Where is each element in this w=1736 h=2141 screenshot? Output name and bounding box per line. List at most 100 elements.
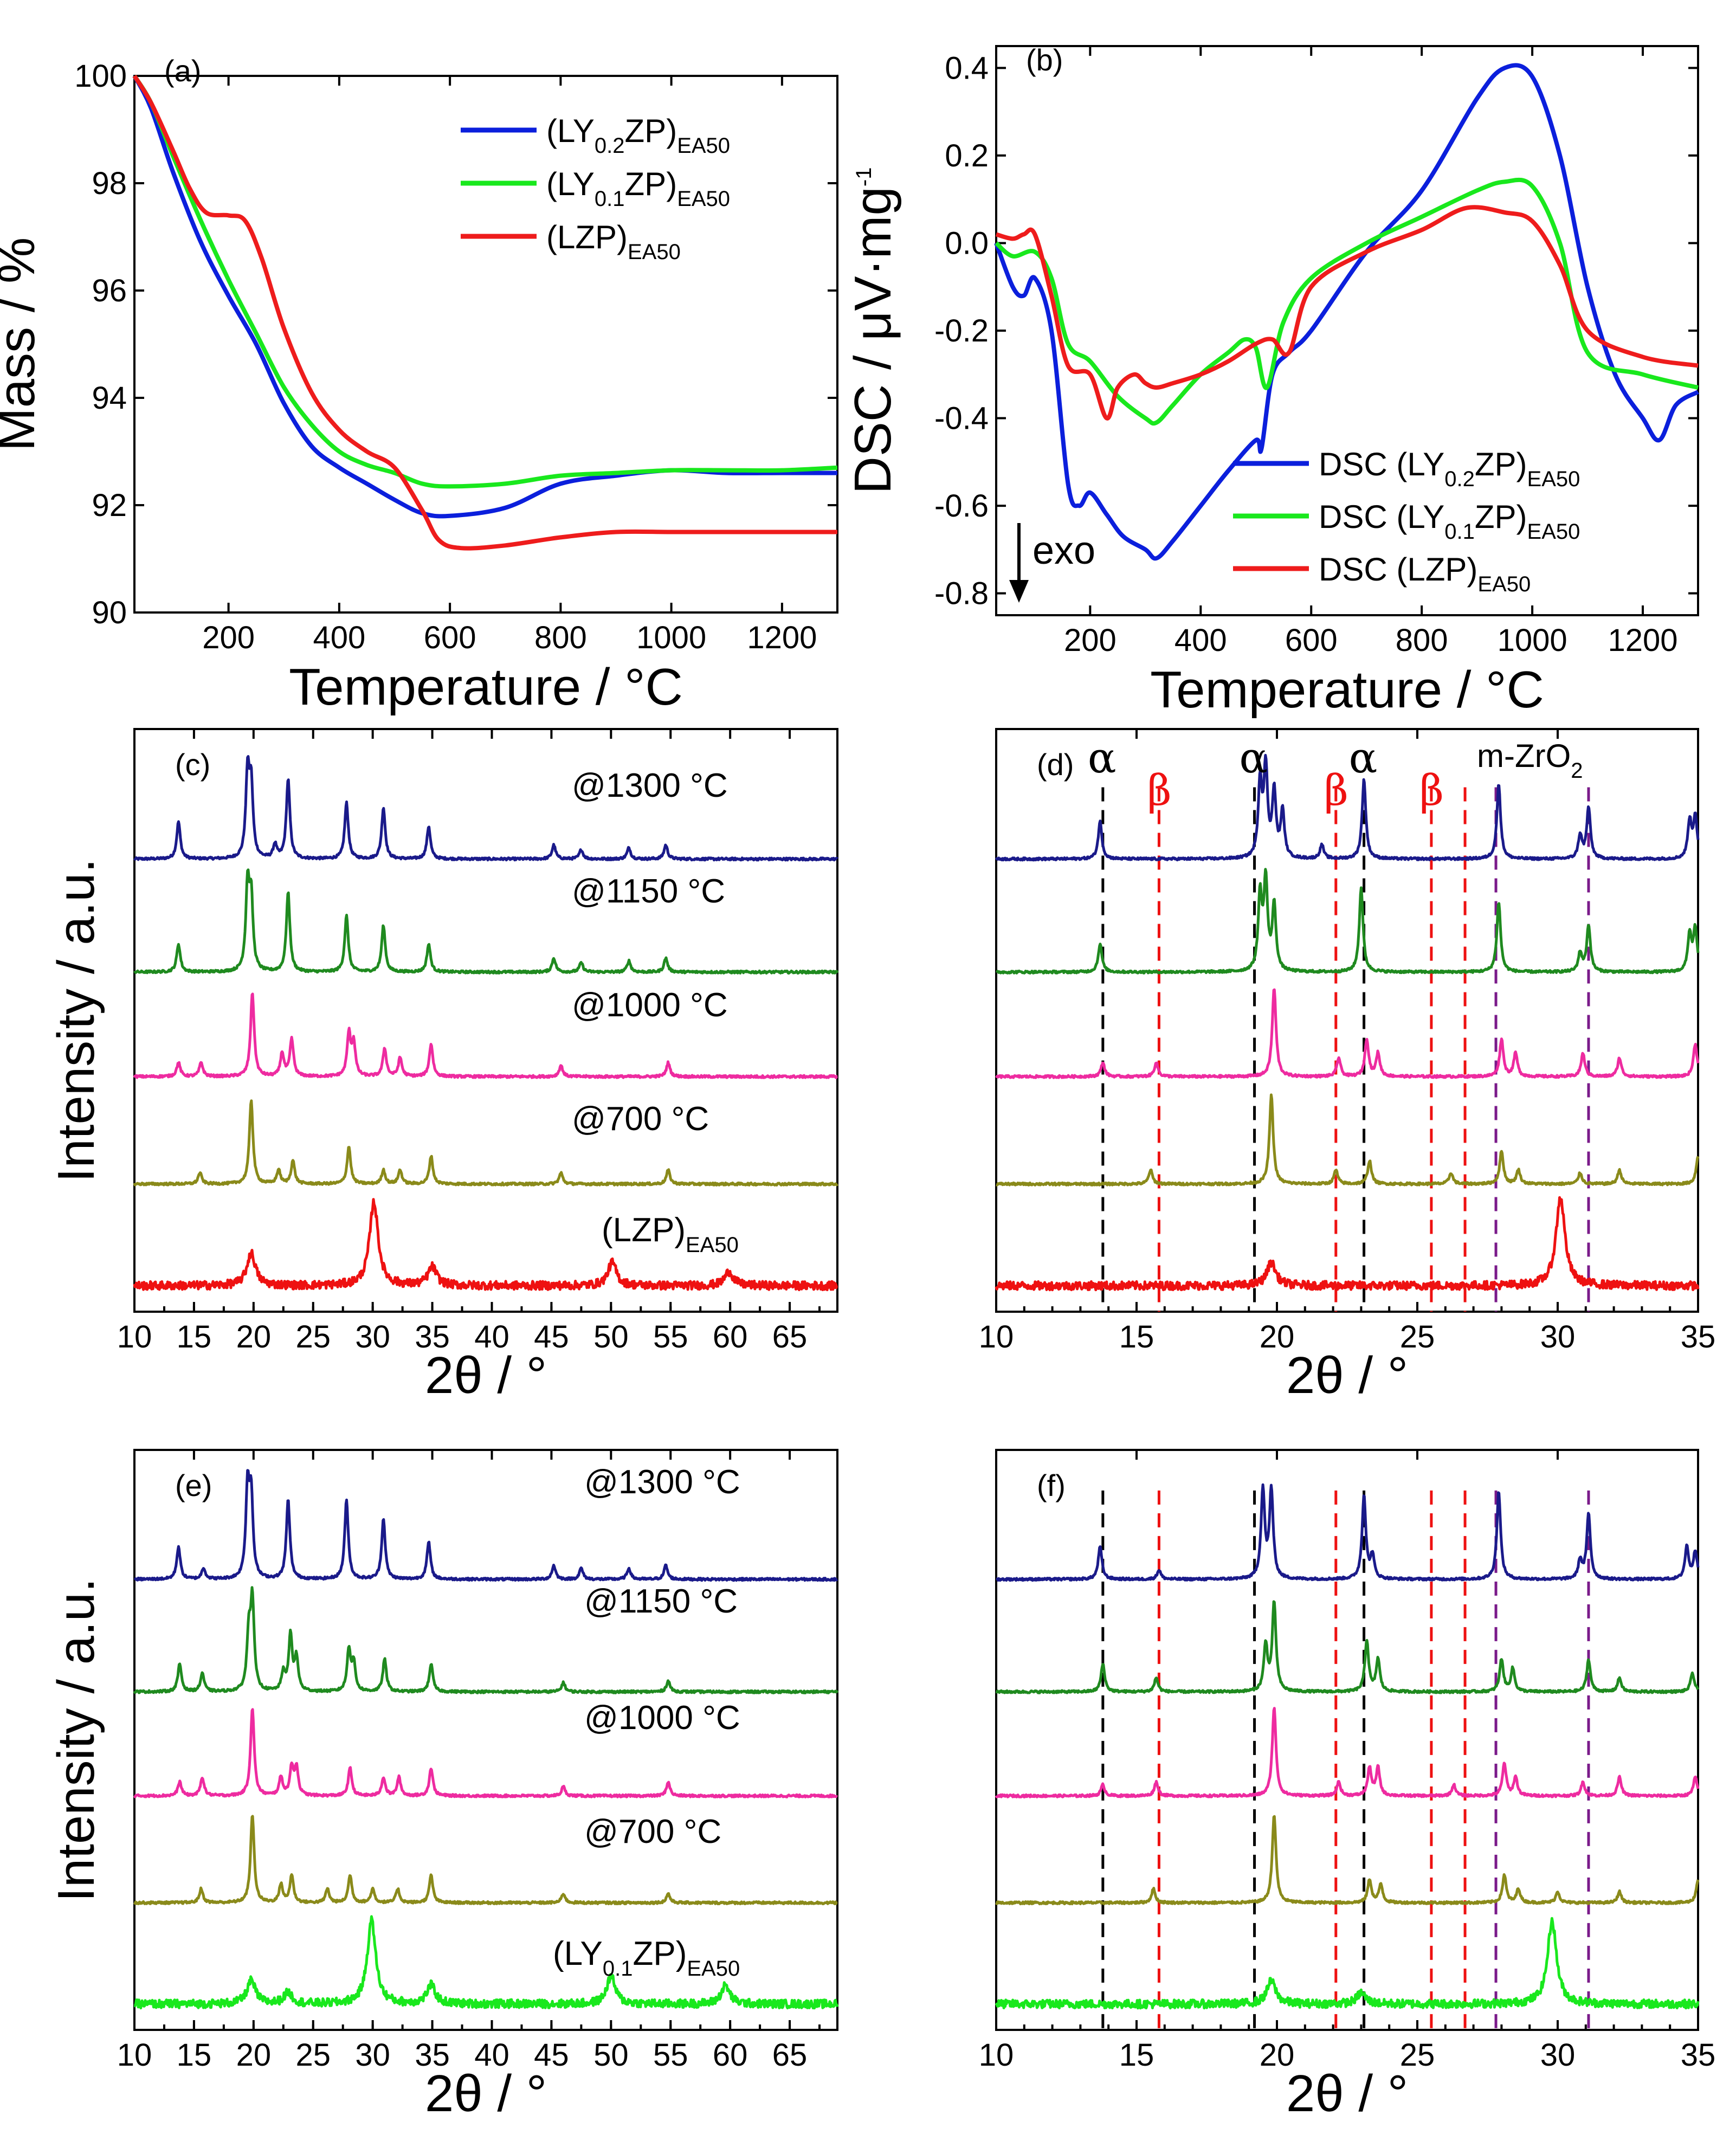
pattern-label: @1150 °C xyxy=(572,873,725,910)
y-tick-label: 0.4 xyxy=(945,50,989,86)
y-axis-title: Mass / % xyxy=(0,237,46,452)
xrd-pattern-2 xyxy=(995,1707,1700,1798)
y-tick-label: 98 xyxy=(92,166,127,201)
y-tick-label: 96 xyxy=(92,273,127,308)
x-tick-label: 25 xyxy=(295,1319,331,1355)
phase-label-alpha: α xyxy=(1240,734,1268,783)
exo-label: exo xyxy=(1032,529,1095,572)
legend-entry: (LZP)EA50 xyxy=(546,219,681,264)
y-tick-label: 100 xyxy=(74,59,127,94)
xrd-pattern-1 xyxy=(995,868,1700,975)
x-tick-label: 1200 xyxy=(1608,623,1678,658)
pattern-label: @1000 °C xyxy=(584,1699,740,1737)
x-tick-label: 60 xyxy=(713,1319,748,1355)
xrd-pattern-3 xyxy=(995,1815,1700,1906)
pattern-label: @1150 °C xyxy=(584,1583,738,1620)
y-tick-label: -0.4 xyxy=(934,401,989,436)
y-tick-label: 94 xyxy=(92,381,127,416)
x-axis-title: Temperature / °C xyxy=(1150,661,1544,719)
axes-b: 200 400 600 800 1000 1200 -0.8 -0.6 -0.4 -0.2 0.0 0… xyxy=(844,43,1700,719)
series-line-2 xyxy=(995,205,1699,421)
x-axis-title: 2θ / ° xyxy=(425,1346,547,1404)
panel-label: (d) xyxy=(1037,747,1074,782)
phase-label-beta: β xyxy=(1419,766,1444,815)
x-tick-label: 35 xyxy=(1681,2037,1716,2073)
x-tick-label: 1200 xyxy=(747,620,817,655)
xrd-pattern-0 xyxy=(133,1469,838,1582)
xrd-pattern-3 xyxy=(133,1099,838,1186)
axes-f: 10 15 20 25 30 35 (f) 2θ / ° xyxy=(979,1449,1716,2123)
phase-label-beta: β xyxy=(1324,766,1348,815)
x-tick-label: 25 xyxy=(295,2037,331,2073)
xrd-pattern-4 xyxy=(133,1198,838,1292)
xrd-pattern-4 xyxy=(995,1917,1700,2010)
x-tick-label: 600 xyxy=(424,620,476,655)
x-tick-label: 600 xyxy=(1285,623,1338,658)
x-tick-label: 15 xyxy=(1119,2037,1154,2073)
pattern-label: (LZP)EA50 xyxy=(602,1211,739,1257)
x-tick-label: 40 xyxy=(474,1319,509,1355)
xrd-pattern-3 xyxy=(133,1815,838,1905)
x-tick-label: 10 xyxy=(117,1319,152,1355)
xrd-pattern-1 xyxy=(133,868,839,975)
x-tick-label: 25 xyxy=(1400,1319,1435,1355)
x-tick-label: 65 xyxy=(772,2037,808,2073)
series-line-0 xyxy=(994,63,1700,561)
x-tick-label: 400 xyxy=(313,620,365,655)
legend-entry: DSC (LY0.2ZP)EA50 xyxy=(1319,446,1580,491)
x-tick-label: 40 xyxy=(474,2037,509,2073)
pattern-label: @1000 °C xyxy=(572,986,728,1024)
pattern-label: @1300 °C xyxy=(584,1463,740,1501)
xrd-pattern-2 xyxy=(133,992,838,1079)
x-tick-label: 35 xyxy=(415,1319,450,1355)
x-tick-label: 55 xyxy=(653,1319,688,1355)
x-tick-label: 15 xyxy=(177,1319,212,1355)
x-tick-label: 400 xyxy=(1174,623,1227,658)
x-tick-label: 10 xyxy=(117,2037,152,2073)
axes-c: 10 15 20 25 30 35 40 45 50 55 60 65 (c) 2θ / ° Intensi… xyxy=(47,728,839,1404)
x-tick-label: 20 xyxy=(1260,1319,1295,1355)
y-axis-title: DSC / μV·mg-1 xyxy=(844,167,902,494)
xrd-pattern-0 xyxy=(133,755,838,862)
y-axis-title: Intensity / a.u. xyxy=(47,859,105,1183)
x-tick-label: 1000 xyxy=(1498,623,1567,658)
y-tick-label: -0.8 xyxy=(934,576,989,611)
x-tick-label: 30 xyxy=(355,1319,390,1355)
x-tick-label: 30 xyxy=(1540,1319,1576,1355)
phase-label-alpha: α xyxy=(1088,734,1117,783)
xrd-pattern-2 xyxy=(995,988,1700,1079)
x-tick-label: 45 xyxy=(534,2037,569,2073)
series-line-2 xyxy=(132,74,837,551)
x-axis-title: 2θ / ° xyxy=(1286,2065,1408,2123)
series-line-1 xyxy=(132,74,838,489)
x-tick-label: 15 xyxy=(177,2037,212,2073)
series-line-1 xyxy=(995,177,1699,426)
x-tick-label: 65 xyxy=(772,1319,808,1355)
phase-label-alpha: α xyxy=(1349,734,1378,783)
legend-entry: (LY0.1ZP)EA50 xyxy=(546,166,730,211)
x-tick-label: 10 xyxy=(979,2037,1014,2073)
plot-frame xyxy=(133,75,838,614)
x-tick-label: 1000 xyxy=(636,620,706,655)
plot-frame xyxy=(995,1449,1699,2031)
legend-entry: DSC (LY0.1ZP)EA50 xyxy=(1319,499,1580,544)
x-tick-label: 50 xyxy=(593,2037,629,2073)
legend-entry: (LY0.2ZP)EA50 xyxy=(546,113,730,158)
x-tick-label: 55 xyxy=(653,2037,688,2073)
x-tick-label: 30 xyxy=(355,2037,390,2073)
exo-arrow-head xyxy=(1009,580,1029,603)
legend-entry: DSC (LZP)EA50 xyxy=(1319,551,1531,596)
x-tick-label: 10 xyxy=(979,1319,1014,1355)
xrd-pattern-1 xyxy=(995,1600,1700,1694)
plot-frame xyxy=(995,728,1699,1313)
xrd-pattern-4 xyxy=(995,1196,1700,1292)
axes-e: 10 15 20 25 30 35 40 45 50 55 60 65 (e) 2θ / ° Intensi… xyxy=(47,1449,839,2123)
y-tick-label: 0.2 xyxy=(945,138,989,173)
y-tick-label: -0.2 xyxy=(934,313,989,349)
plot-frame xyxy=(133,1449,838,2031)
pattern-label: @1300 °C xyxy=(572,767,728,804)
x-tick-label: 35 xyxy=(415,2037,450,2073)
x-tick-label: 200 xyxy=(202,620,255,655)
